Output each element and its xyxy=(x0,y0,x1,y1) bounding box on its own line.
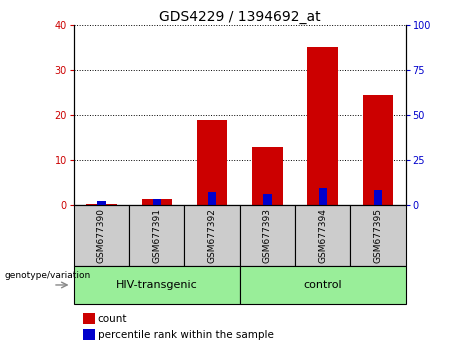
Bar xyxy=(74,266,240,304)
Text: GSM677394: GSM677394 xyxy=(318,208,327,263)
Bar xyxy=(363,95,393,205)
Bar xyxy=(86,204,117,205)
Bar xyxy=(208,192,216,205)
Text: GSM677393: GSM677393 xyxy=(263,208,272,263)
Bar xyxy=(263,194,272,205)
Text: HIV-transgenic: HIV-transgenic xyxy=(116,280,198,290)
Bar xyxy=(74,205,129,266)
Bar xyxy=(129,205,184,266)
Title: GDS4229 / 1394692_at: GDS4229 / 1394692_at xyxy=(159,10,320,24)
Bar xyxy=(307,47,338,205)
Bar xyxy=(184,205,240,266)
Bar xyxy=(374,190,382,205)
Text: genotype/variation: genotype/variation xyxy=(5,271,91,280)
Text: count: count xyxy=(98,314,127,324)
Bar xyxy=(295,205,350,266)
Text: percentile rank within the sample: percentile rank within the sample xyxy=(98,330,274,339)
Text: GSM677391: GSM677391 xyxy=(152,208,161,263)
Text: GSM677395: GSM677395 xyxy=(373,208,383,263)
Text: control: control xyxy=(303,280,342,290)
Bar xyxy=(97,201,106,205)
Bar xyxy=(153,199,161,205)
Text: GSM677392: GSM677392 xyxy=(207,208,217,263)
Text: GSM677390: GSM677390 xyxy=(97,208,106,263)
Bar xyxy=(319,188,327,205)
Bar xyxy=(350,205,406,266)
Bar xyxy=(142,199,172,205)
Bar xyxy=(240,266,406,304)
Bar xyxy=(197,120,227,205)
Bar xyxy=(252,147,283,205)
Bar xyxy=(240,205,295,266)
